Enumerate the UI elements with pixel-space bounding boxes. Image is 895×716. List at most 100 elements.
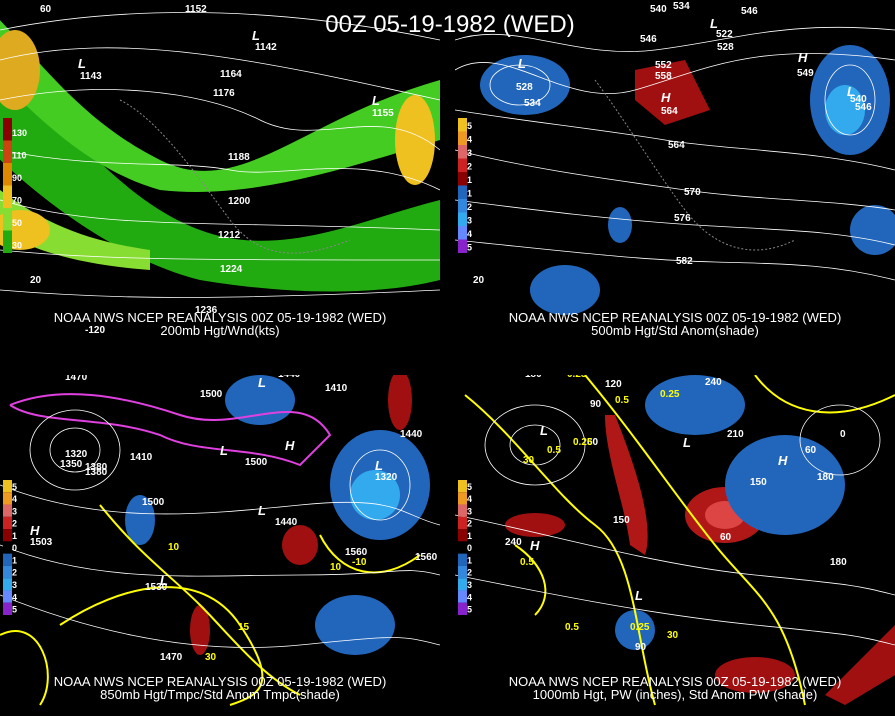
legend-swatch xyxy=(458,578,467,591)
contour-label: 1155 xyxy=(372,108,394,119)
contour-label: H xyxy=(530,538,540,553)
legend-label: 5 xyxy=(467,121,472,131)
legend-swatch xyxy=(458,492,467,505)
legend-label: 70 xyxy=(12,196,22,206)
contour-label: L xyxy=(710,16,718,31)
main-title: 00Z 05-19-1982 (WED) xyxy=(325,11,574,38)
contour-label: 1350 xyxy=(60,459,83,470)
legend-label: 3 xyxy=(467,148,472,158)
legend-label: 0 xyxy=(467,543,472,553)
legend-swatch xyxy=(3,140,12,163)
legend-label: 110 xyxy=(12,151,27,161)
contour-label: 1224 xyxy=(220,264,243,275)
contour-label: L xyxy=(683,435,691,450)
legend-label: 4 xyxy=(467,229,472,239)
legend-label: 90 xyxy=(12,173,22,183)
contour-label: L xyxy=(635,588,643,603)
contour-label: 534 xyxy=(673,1,690,12)
contour-label: 1560 xyxy=(415,552,438,563)
contour-label: 1152 xyxy=(185,4,207,15)
contour-label: L xyxy=(518,56,526,71)
contour-label: 240 xyxy=(505,537,522,548)
contour-label: 0.5 xyxy=(565,622,579,633)
legend-swatch xyxy=(458,480,467,493)
contour-label: L xyxy=(220,443,228,458)
contour-label: L xyxy=(372,93,380,108)
legend-swatch xyxy=(3,492,12,505)
contour-label: 558 xyxy=(655,71,672,82)
legend-label: 0 xyxy=(12,543,17,553)
contour-label: 210 xyxy=(727,429,744,440)
legend-label: 5 xyxy=(12,482,17,492)
contour-label: 1212 xyxy=(218,230,241,241)
contour-label: 546 xyxy=(855,102,872,113)
legend-swatch xyxy=(458,239,467,253)
contour-label: 522 xyxy=(716,29,733,40)
panel-caption: 200mb Hgt/Wnd(kts) xyxy=(160,323,279,338)
contour-label: 1320 xyxy=(65,449,88,460)
legend-label: 2 xyxy=(467,568,472,578)
legend-swatch xyxy=(3,504,12,517)
contour-label: L xyxy=(78,56,86,71)
contour-label: L xyxy=(160,573,168,588)
panel-caption: 500mb Hgt/Std Anom(shade) xyxy=(591,323,759,338)
panel-caption: 850mb Hgt/Tmpc/Std Anom Tmpc(shade) xyxy=(100,687,340,702)
legend-label: 2 xyxy=(12,519,17,529)
contour-label: 1380 xyxy=(85,462,108,473)
legend-swatch xyxy=(458,553,467,566)
contour-label: 1440 xyxy=(278,369,301,380)
contour-label: 0.5 xyxy=(615,395,629,406)
contour-label: 1560 xyxy=(345,547,368,558)
legend-swatch xyxy=(458,199,467,213)
contour-label: 0.5 xyxy=(520,557,534,568)
legend-swatch xyxy=(3,163,12,186)
legend-label: 2 xyxy=(467,161,472,171)
legend-label: 1 xyxy=(467,188,472,198)
contour-label: 0.25 xyxy=(630,622,650,633)
panel-source: NOAA NWS NCEP REANALYSIS 00Z 05-19-1982 … xyxy=(509,674,842,689)
contour-label: 60 xyxy=(587,437,599,448)
legend-swatch xyxy=(458,158,467,172)
contour-label: 10 xyxy=(330,562,342,573)
contour-label: L xyxy=(847,84,855,99)
contour-label: 90 xyxy=(590,399,602,410)
contour-label: 1188 xyxy=(228,152,250,163)
contour-label: 1440 xyxy=(400,429,423,440)
contour-label: 1164 xyxy=(220,69,242,80)
contour-label: 540 xyxy=(650,4,667,15)
contour-label: 150 xyxy=(750,477,767,488)
legend-label: 3 xyxy=(467,215,472,225)
contour-label: 564 xyxy=(661,106,678,117)
legend-label: 1 xyxy=(12,555,17,565)
contour-label: -120 xyxy=(85,325,105,336)
contour-label: 582 xyxy=(676,256,693,267)
legend-swatch xyxy=(3,480,12,493)
panel-caption: 1000mb Hgt, PW (inches), Std Anom PW (sh… xyxy=(533,687,818,702)
contour-label: 20 xyxy=(30,275,42,286)
contour-label: 30 xyxy=(667,630,679,641)
contour-label: 1236 xyxy=(195,305,218,316)
legend-label: 3 xyxy=(12,580,17,590)
legend-label: 130 xyxy=(12,128,27,138)
legend-swatch xyxy=(3,516,12,530)
legend-swatch xyxy=(3,185,12,208)
contour-label: 60 xyxy=(40,4,52,15)
panel-1000mb: 180 0.251200.5900.25L30600.50.25150240210… xyxy=(455,369,895,706)
legend-label: 5 xyxy=(467,605,472,615)
panel-source: NOAA NWS NCEP REANALYSIS 00Z 05-19-1982 … xyxy=(54,674,387,689)
contour-label: H xyxy=(778,453,788,468)
contour-label: 60 xyxy=(720,532,732,543)
contour-label: 120 xyxy=(605,379,622,390)
legend-label: 5 xyxy=(467,482,472,492)
contour-label: 1440 xyxy=(275,517,298,528)
legend-swatch xyxy=(458,541,467,554)
legend-label: 2 xyxy=(467,519,472,529)
legend-swatch xyxy=(3,565,12,579)
contour-label: 0.25 xyxy=(567,369,587,380)
legend-label: 4 xyxy=(467,494,472,504)
contour-label: 180 xyxy=(830,557,847,568)
legend-swatch xyxy=(3,590,12,603)
contour-label: 1500 xyxy=(200,389,223,400)
